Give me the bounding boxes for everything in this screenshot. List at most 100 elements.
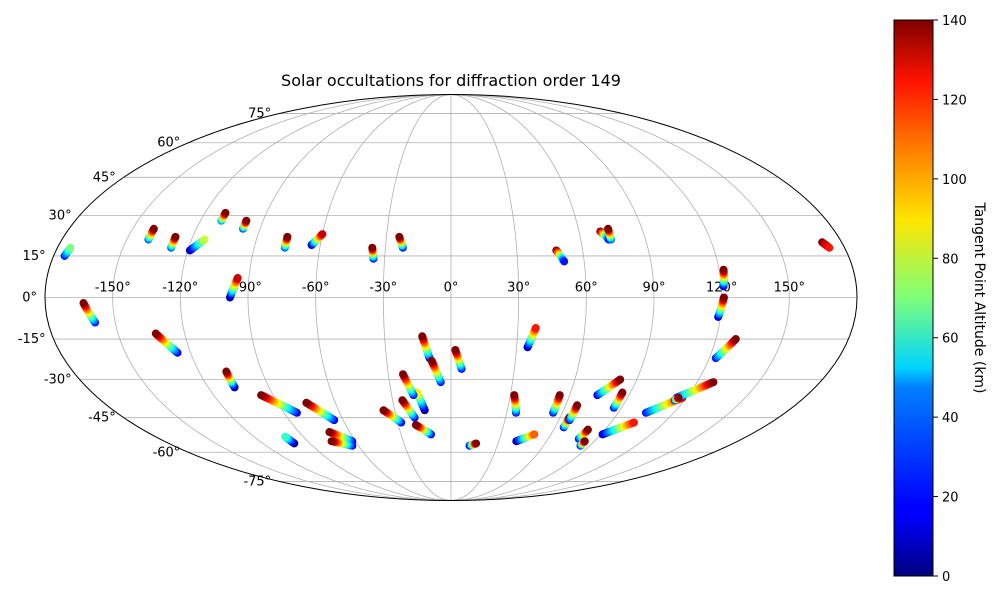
occultation-track	[398, 370, 418, 400]
occultation-track	[167, 232, 180, 252]
track-point	[171, 232, 180, 241]
track-point	[149, 224, 158, 233]
track-point	[719, 265, 728, 274]
track-point	[530, 430, 539, 439]
track-point	[510, 391, 519, 400]
track-point	[257, 391, 266, 400]
y-tick-label: 0°	[22, 291, 37, 306]
colorbar-tick-label: 20	[942, 491, 959, 506]
graticule	[45, 94, 857, 501]
track-point	[560, 257, 569, 266]
track-point	[616, 375, 625, 384]
occultation-track	[302, 398, 339, 425]
track-point	[580, 437, 589, 446]
occultation-track	[552, 246, 569, 266]
occultation-track	[79, 299, 100, 327]
track-point	[427, 356, 436, 365]
colorbar-tick-label: 140	[942, 14, 967, 29]
track-point	[325, 428, 334, 437]
occultation-track	[427, 356, 445, 387]
track-point	[79, 299, 88, 308]
occultation-track	[714, 293, 728, 321]
occultation-track	[576, 437, 589, 450]
track-point	[221, 208, 230, 217]
y-tick-label: 15°	[23, 249, 46, 264]
track-point	[418, 332, 427, 341]
track-point	[573, 401, 582, 410]
track-point	[604, 224, 613, 233]
track-point	[398, 396, 407, 405]
track-point	[233, 274, 242, 283]
occultation-track	[60, 243, 75, 260]
colorbar-tick-label: 100	[942, 173, 967, 188]
occultation-track	[398, 396, 419, 422]
occultation-track	[225, 274, 242, 302]
y-tick-label: 30°	[49, 209, 72, 224]
x-tick-label: -150°	[95, 281, 131, 296]
colorbar-tick-label: 60	[942, 332, 959, 347]
colorbar-tick-label: 80	[942, 252, 959, 267]
track-point	[555, 391, 564, 400]
tick-labels: -150°-120°-90°-60°-30°0°30°60°90°120°150…	[18, 107, 805, 490]
occultation-track	[604, 224, 615, 244]
track-point	[222, 367, 231, 376]
track-point	[709, 378, 718, 387]
track-point	[318, 230, 327, 239]
occultation-track	[222, 367, 239, 392]
x-tick-label: 90°	[642, 281, 665, 296]
occultation-track	[451, 346, 466, 373]
colorbar-tick-label: 120	[942, 93, 967, 108]
colorbar-tick-label: 40	[942, 411, 959, 426]
x-tick-label: 150°	[774, 281, 805, 296]
y-tick-label: -15°	[18, 332, 46, 347]
occultation-track	[719, 265, 728, 291]
occultation-track	[281, 432, 299, 448]
y-tick-label: 75°	[248, 107, 271, 122]
colorbar-ticks: 0 20 40 60 80 100 120 140	[933, 14, 967, 585]
occultation-track	[512, 430, 539, 446]
occultation-track	[523, 324, 540, 352]
y-tick-label: -30°	[44, 373, 72, 388]
occultation-track	[574, 425, 592, 443]
track-point	[66, 243, 75, 252]
x-tick-label: -60°	[302, 281, 330, 296]
track-point	[731, 335, 740, 344]
occultation-track	[257, 391, 301, 417]
occultation-track	[465, 439, 481, 450]
occultation-track	[217, 208, 230, 225]
track-point	[151, 329, 160, 338]
track-point	[630, 418, 639, 427]
y-tick-label: 45°	[93, 170, 116, 185]
occultation-track	[280, 232, 292, 252]
colorbar-gradient	[893, 19, 934, 577]
track-point	[398, 370, 407, 379]
colorbar: 0 20 40 60 80 100 120 140 Tangent Point Altitud…	[893, 14, 987, 585]
occultation-track	[609, 388, 627, 412]
track-point	[283, 232, 292, 241]
occultation-track	[144, 224, 158, 244]
occultation-track	[418, 332, 434, 363]
occultation-track	[185, 235, 209, 255]
occultation-track	[327, 437, 357, 450]
map-outline	[44, 94, 858, 501]
track-point	[451, 346, 460, 354]
track-point	[472, 439, 481, 448]
occultation-track	[368, 243, 378, 263]
occultation-track	[670, 393, 683, 405]
x-tick-label: 0°	[444, 281, 459, 296]
y-tick-label: 60°	[157, 136, 180, 151]
track-point	[825, 243, 834, 252]
y-tick-label: -45°	[88, 411, 116, 426]
x-tick-label: -120°	[162, 281, 198, 296]
track-point	[242, 216, 251, 225]
track-point	[674, 393, 683, 402]
track-point	[200, 235, 209, 244]
track-point	[302, 398, 311, 407]
occultation-track	[549, 391, 564, 417]
x-tick-label: -90°	[234, 281, 262, 296]
occultation-track	[379, 406, 406, 427]
track-point	[583, 425, 592, 434]
occultation-track	[818, 238, 834, 252]
track-point	[327, 437, 336, 446]
